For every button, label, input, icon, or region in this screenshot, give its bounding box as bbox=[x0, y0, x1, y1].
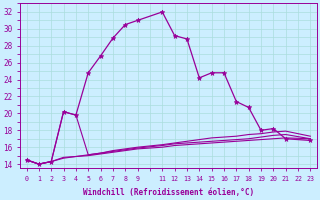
X-axis label: Windchill (Refroidissement éolien,°C): Windchill (Refroidissement éolien,°C) bbox=[83, 188, 254, 197]
